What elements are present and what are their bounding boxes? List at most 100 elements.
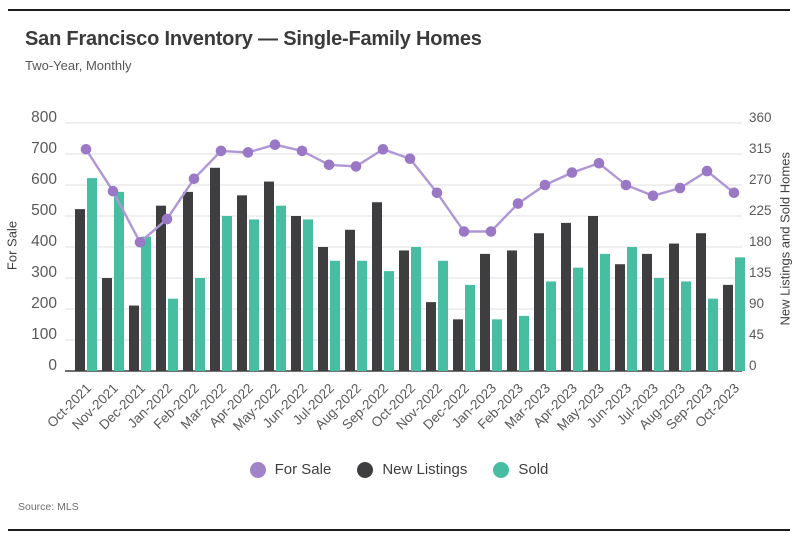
bottom-border-rule bbox=[8, 529, 790, 531]
new-listings-bar bbox=[696, 233, 706, 371]
sold-bar bbox=[276, 205, 286, 371]
sold-bar bbox=[195, 278, 205, 371]
for-sale-point bbox=[620, 179, 632, 191]
new-listings-bar bbox=[453, 319, 463, 371]
for-sale-point bbox=[458, 226, 470, 237]
legend-label: For Sale bbox=[274, 461, 332, 478]
for-sale-point bbox=[404, 153, 416, 164]
y-tick-label-right: 180 bbox=[749, 234, 772, 249]
new-listings-bar bbox=[723, 284, 733, 371]
sold-bar bbox=[411, 247, 421, 371]
new-listings-bar bbox=[426, 302, 436, 371]
for-sale-point bbox=[593, 158, 605, 169]
sold-bar bbox=[357, 260, 367, 371]
y-tick-label-right: 225 bbox=[749, 203, 772, 218]
y-tick-label-left: 500 bbox=[31, 202, 57, 219]
chart-plot-area: 0 100 200 300 400 500 600 700 800 0 45 90 135 180 225 2… bbox=[31, 109, 772, 434]
new-listings-bar bbox=[669, 243, 679, 371]
for-sale-point bbox=[701, 165, 713, 177]
new-listings-bar bbox=[156, 205, 166, 371]
y-tick-label-left: 600 bbox=[31, 171, 57, 188]
legend-swatch bbox=[493, 461, 510, 478]
for-sale-point bbox=[539, 179, 551, 191]
y-tick-label-right: 90 bbox=[749, 296, 764, 311]
sold-bar bbox=[546, 281, 556, 371]
sold-bar bbox=[573, 267, 583, 371]
sold-bar bbox=[708, 298, 718, 371]
y-tick-label-right: 315 bbox=[749, 141, 772, 156]
new-listings-bar bbox=[210, 167, 220, 371]
for-sale-point bbox=[134, 237, 146, 248]
for-sale-point bbox=[350, 161, 362, 172]
new-listings-bar bbox=[642, 253, 652, 371]
y-tick-label-left: 300 bbox=[31, 264, 57, 281]
sold-bar bbox=[681, 281, 691, 371]
for-sale-point bbox=[377, 144, 389, 155]
legend-label: Sold bbox=[518, 461, 549, 478]
for-sale-point bbox=[215, 145, 227, 157]
sold-bar bbox=[519, 315, 529, 371]
sold-bar bbox=[627, 247, 637, 371]
sold-bar bbox=[87, 178, 97, 371]
chart-subtitle: Two-Year, Monthly bbox=[25, 58, 132, 73]
new-listings-bar bbox=[75, 209, 85, 371]
new-listings-bar bbox=[615, 264, 625, 371]
source-note: Source: MLS bbox=[18, 501, 79, 513]
sold-bar bbox=[654, 278, 664, 371]
top-border-rule bbox=[8, 9, 790, 11]
legend: For Sale New Listings Sold bbox=[0, 461, 798, 478]
chart-title: San Francisco Inventory — Single-Family … bbox=[25, 28, 482, 50]
for-sale-point bbox=[674, 182, 686, 194]
sold-bar bbox=[492, 319, 502, 371]
right-axis-title: New Listings and Sold Homes bbox=[777, 152, 793, 326]
legend-item-sold: Sold bbox=[493, 461, 548, 478]
for-sale-point bbox=[269, 139, 281, 150]
y-tick-label-right: 0 bbox=[749, 358, 757, 373]
sold-bar bbox=[222, 216, 232, 371]
sold-bar bbox=[303, 219, 313, 371]
new-listings-bar bbox=[345, 229, 355, 371]
for-sale-point bbox=[296, 145, 308, 157]
sold-bar bbox=[438, 260, 448, 371]
for-sale-point bbox=[188, 173, 200, 185]
new-listings-bar bbox=[102, 278, 112, 371]
y-tick-label-right: 270 bbox=[749, 172, 772, 187]
new-listings-bar bbox=[399, 250, 409, 371]
y-tick-label-left: 800 bbox=[31, 109, 57, 126]
sold-bar bbox=[600, 253, 610, 371]
for-sale-point bbox=[107, 185, 119, 197]
sold-bar bbox=[330, 260, 340, 371]
new-listings-bar bbox=[507, 250, 517, 371]
y-tick-label-right: 135 bbox=[749, 265, 772, 280]
y-tick-label-right: 360 bbox=[749, 110, 772, 125]
y-tick-label-left: 200 bbox=[31, 295, 57, 312]
for-sale-point bbox=[647, 190, 659, 202]
new-listings-bar bbox=[372, 202, 382, 371]
new-listings-bar bbox=[264, 181, 274, 371]
sold-bar bbox=[249, 219, 259, 371]
legend-swatch bbox=[357, 461, 374, 478]
for-sale-point bbox=[323, 159, 335, 171]
left-axis-title: For Sale bbox=[4, 220, 20, 271]
y-tick-label-left: 100 bbox=[31, 326, 57, 343]
new-listings-bar bbox=[480, 253, 490, 371]
for-sale-point bbox=[485, 226, 497, 237]
sold-bar bbox=[465, 284, 475, 371]
legend-label: New Listings bbox=[382, 461, 468, 478]
new-listings-bar bbox=[588, 216, 598, 371]
new-listings-bar bbox=[534, 233, 544, 371]
new-listings-bar bbox=[129, 305, 139, 371]
for-sale-point bbox=[512, 198, 524, 209]
for-sale-point bbox=[242, 147, 254, 158]
sold-bar bbox=[141, 236, 151, 371]
for-sale-point bbox=[431, 187, 443, 199]
y-tick-label-left: 400 bbox=[31, 233, 57, 250]
new-listings-bar bbox=[561, 222, 571, 371]
y-tick-label-right: 45 bbox=[749, 327, 764, 342]
for-sale-point bbox=[80, 144, 92, 155]
for-sale-point bbox=[566, 167, 578, 178]
y-tick-label-left: 700 bbox=[31, 140, 57, 157]
new-listings-bar bbox=[291, 216, 301, 371]
legend-swatch bbox=[249, 461, 266, 478]
